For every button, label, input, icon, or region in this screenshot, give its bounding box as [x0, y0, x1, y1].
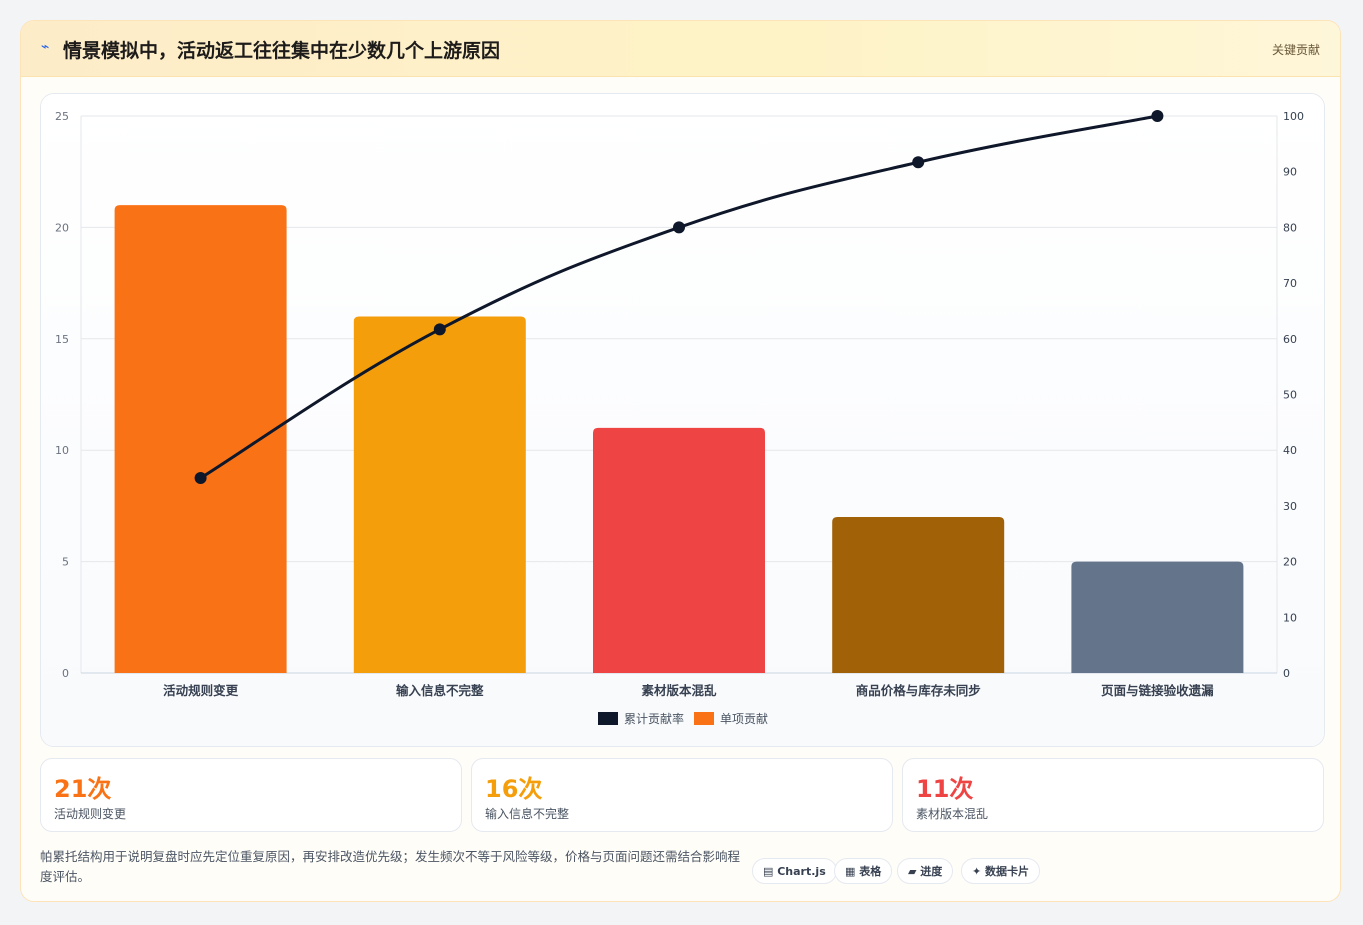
stat-card: 16次输入信息不完整: [471, 758, 893, 832]
legend-label: 单项贡献: [720, 711, 768, 726]
stat-label: 输入信息不完整: [485, 807, 570, 821]
bar: [353, 316, 526, 673]
y-tick-label-right: 70: [1283, 277, 1297, 290]
x-tick-label: 页面与链接验收遗漏: [1101, 683, 1214, 698]
report-card: ⌁ 情景模拟中，活动返工往往集中在少数几个上游原因 关键贡献 0 5 10 15 20 2…: [20, 20, 1341, 902]
stat-label: 素材版本混乱: [916, 807, 989, 821]
pareto-chart: 0 5 10 15 20 25 0 10 20 30 40 50 60 70 80 90 100 活动规则变更 输入…: [40, 93, 1325, 747]
cumulative-point: [194, 472, 207, 485]
pill-label: 表格: [859, 865, 882, 878]
card-header: ⌁ 情景模拟中，活动返工往往集中在少数几个上游原因 关键贡献: [21, 21, 1340, 77]
pill-label: 数据卡片: [985, 865, 1030, 878]
stat-value: 21次: [54, 775, 112, 803]
y-tick-label-right: 60: [1283, 333, 1297, 346]
y-tick-label-right: 100: [1283, 110, 1304, 123]
y-tick-label-left: 25: [55, 110, 69, 123]
bar: [832, 517, 1005, 673]
cumulative-point: [1151, 110, 1164, 122]
x-tick-label: 素材版本混乱: [641, 683, 717, 698]
cumulative-point: [433, 323, 446, 336]
stat-card: 21次活动规则变更: [40, 758, 462, 832]
y-tick-label-left: 0: [62, 667, 69, 680]
header-tag: 关键贡献: [1271, 43, 1320, 57]
y-tick-label-left: 15: [55, 333, 69, 346]
tech-pill: ▰ 进度: [897, 858, 954, 884]
x-tick-label: 输入信息不完整: [396, 683, 484, 698]
progress-icon: ▰: [908, 865, 921, 878]
y-tick-label-right: 90: [1283, 166, 1297, 179]
stat-label: 活动规则变更: [54, 807, 127, 821]
pill-label: Chart.js: [777, 865, 826, 878]
pill-label: 进度: [920, 865, 943, 878]
table-icon: ▦: [845, 865, 860, 878]
tech-pill: ✦ 数据卡片: [961, 858, 1041, 884]
cumulative-point: [673, 221, 685, 234]
chart-icon: ▤: [763, 865, 778, 878]
page-title: 情景模拟中，活动返工往往集中在少数几个上游原因: [63, 40, 501, 62]
cumulative-point: [912, 156, 925, 169]
legend-swatch: [598, 712, 618, 725]
tech-pill: ▦ 表格: [834, 858, 893, 884]
x-tick-label: 商品价格与库存未同步: [856, 683, 981, 698]
tech-pill: ▤ Chart.js: [752, 858, 837, 884]
y-tick-label-right: 30: [1283, 500, 1297, 513]
y-tick-label-left: 5: [62, 556, 69, 569]
stat-value: 16次: [485, 775, 543, 803]
legend-swatch: [694, 712, 714, 725]
x-tick-label: 活动规则变更: [163, 683, 239, 698]
y-tick-label-right: 80: [1283, 221, 1297, 234]
y-tick-label-right: 40: [1283, 444, 1297, 457]
lightning-icon: ⌁: [41, 39, 50, 55]
y-tick-label-right: 20: [1283, 556, 1297, 569]
legend-label: 累计贡献率: [624, 711, 684, 726]
stat-card: 11次素材版本混乱: [902, 758, 1324, 832]
bar: [1071, 561, 1244, 673]
y-tick-label-left: 10: [55, 444, 69, 457]
y-tick-label-left: 20: [55, 221, 69, 234]
y-tick-label-right: 10: [1283, 611, 1297, 624]
bar: [114, 205, 287, 673]
chart-svg: 0 5 10 15 20 25 0 10 20 30 40 50 60 70 80 90 100 活动规则变更 输入…: [41, 94, 1324, 746]
y-tick-label-right: 50: [1283, 389, 1297, 402]
footer-note: 帕累托结构用于说明复盘时应先定位重复原因，再安排改造优先级；发生频次不等于风险等…: [40, 849, 741, 884]
bar: [593, 427, 765, 673]
stat-value: 11次: [916, 775, 974, 803]
y-tick-label-right: 0: [1283, 667, 1290, 680]
sparkle-icon: ✦: [972, 865, 986, 878]
